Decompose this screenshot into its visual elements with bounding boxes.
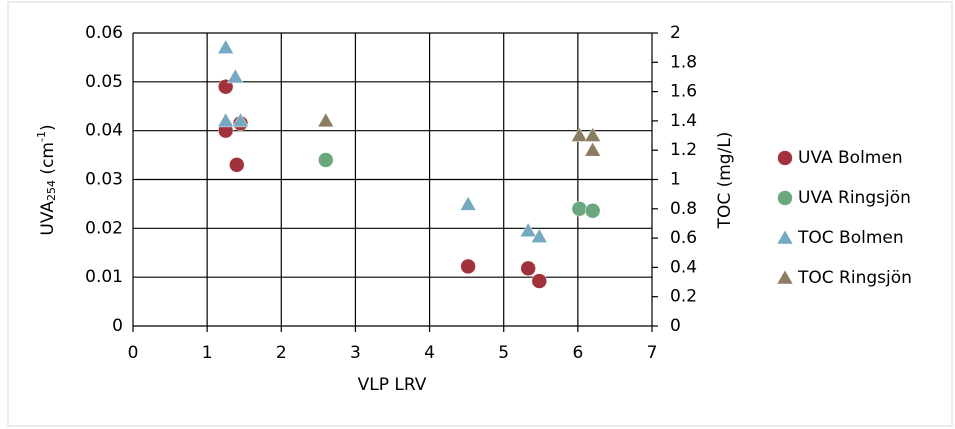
legend-label: UVA Bolmen xyxy=(798,148,903,168)
y-tick-label: 0.02 xyxy=(85,218,123,238)
data-point xyxy=(460,258,476,275)
y-tick-label: 0.05 xyxy=(85,72,123,92)
x-tick-label: 3 xyxy=(350,343,361,363)
data-point xyxy=(520,260,536,277)
x-tick-label: 5 xyxy=(498,343,509,363)
y-tick-label: 0 xyxy=(112,316,123,336)
legend-label: UVA Ringsjön xyxy=(798,188,911,208)
y-tick-label: 0.04 xyxy=(85,121,123,141)
y-label-sup: -1 xyxy=(35,131,48,142)
x-tick-label: 4 xyxy=(424,343,435,363)
data-point xyxy=(531,273,548,289)
y2-axis-label: TOC (mg/L) xyxy=(715,132,735,230)
data-point xyxy=(318,152,334,168)
y2-tick-label: 0.4 xyxy=(670,257,697,277)
data-point xyxy=(519,222,537,238)
y2-tick-label: 2 xyxy=(670,23,681,43)
data-point xyxy=(570,127,588,142)
x-tick-label: 0 xyxy=(128,343,139,363)
data-point xyxy=(530,228,548,243)
y2-tick-label: 0.6 xyxy=(670,228,697,248)
x-axis-label: VLP LRV xyxy=(358,375,427,395)
y2-tick-label: 0.8 xyxy=(670,199,697,219)
data-point xyxy=(584,127,602,142)
data-point xyxy=(317,112,335,128)
legend-marker xyxy=(776,269,794,285)
legend-marker xyxy=(776,229,794,245)
x-tick-label: 1 xyxy=(202,343,213,363)
data-point xyxy=(229,157,245,173)
legend-label: TOC Ringsjön xyxy=(797,268,912,288)
data-point xyxy=(584,141,602,157)
y2-tick-label: 1.6 xyxy=(670,82,697,102)
legend-label: TOC Bolmen xyxy=(797,228,904,248)
y2-tick-label: 0 xyxy=(670,316,681,336)
y-label-base: UVA xyxy=(38,201,58,236)
data-point xyxy=(217,112,235,128)
y-tick-label: 0.03 xyxy=(85,170,123,190)
y-label-sub: 254 xyxy=(45,180,58,201)
legend-marker xyxy=(777,190,793,206)
data-point xyxy=(232,112,249,128)
y2-tick-label: 1.2 xyxy=(670,140,697,160)
data-point xyxy=(584,203,601,219)
data-point xyxy=(571,201,588,217)
x-tick-label: 7 xyxy=(647,343,658,363)
y-label-end: ) xyxy=(38,124,58,131)
data-point xyxy=(226,68,244,84)
y2-tick-label: 1.8 xyxy=(670,52,697,72)
y-axis-label: UVA254 (cm-1) xyxy=(35,124,58,235)
chart-border xyxy=(7,1,953,427)
y2-tick-label: 1.4 xyxy=(670,111,697,131)
legend-marker xyxy=(777,150,793,166)
data-point xyxy=(459,195,477,211)
y-tick-label: 0.06 xyxy=(85,23,123,43)
x-tick-label: 2 xyxy=(276,343,287,363)
x-tick-label: 6 xyxy=(572,343,583,363)
y2-tick-label: 0.2 xyxy=(670,287,697,307)
y-label-mid: (cm xyxy=(38,142,58,180)
y-tick-label: 0.01 xyxy=(85,267,123,287)
y2-tick-label: 1 xyxy=(670,170,681,190)
data-point xyxy=(217,39,235,54)
